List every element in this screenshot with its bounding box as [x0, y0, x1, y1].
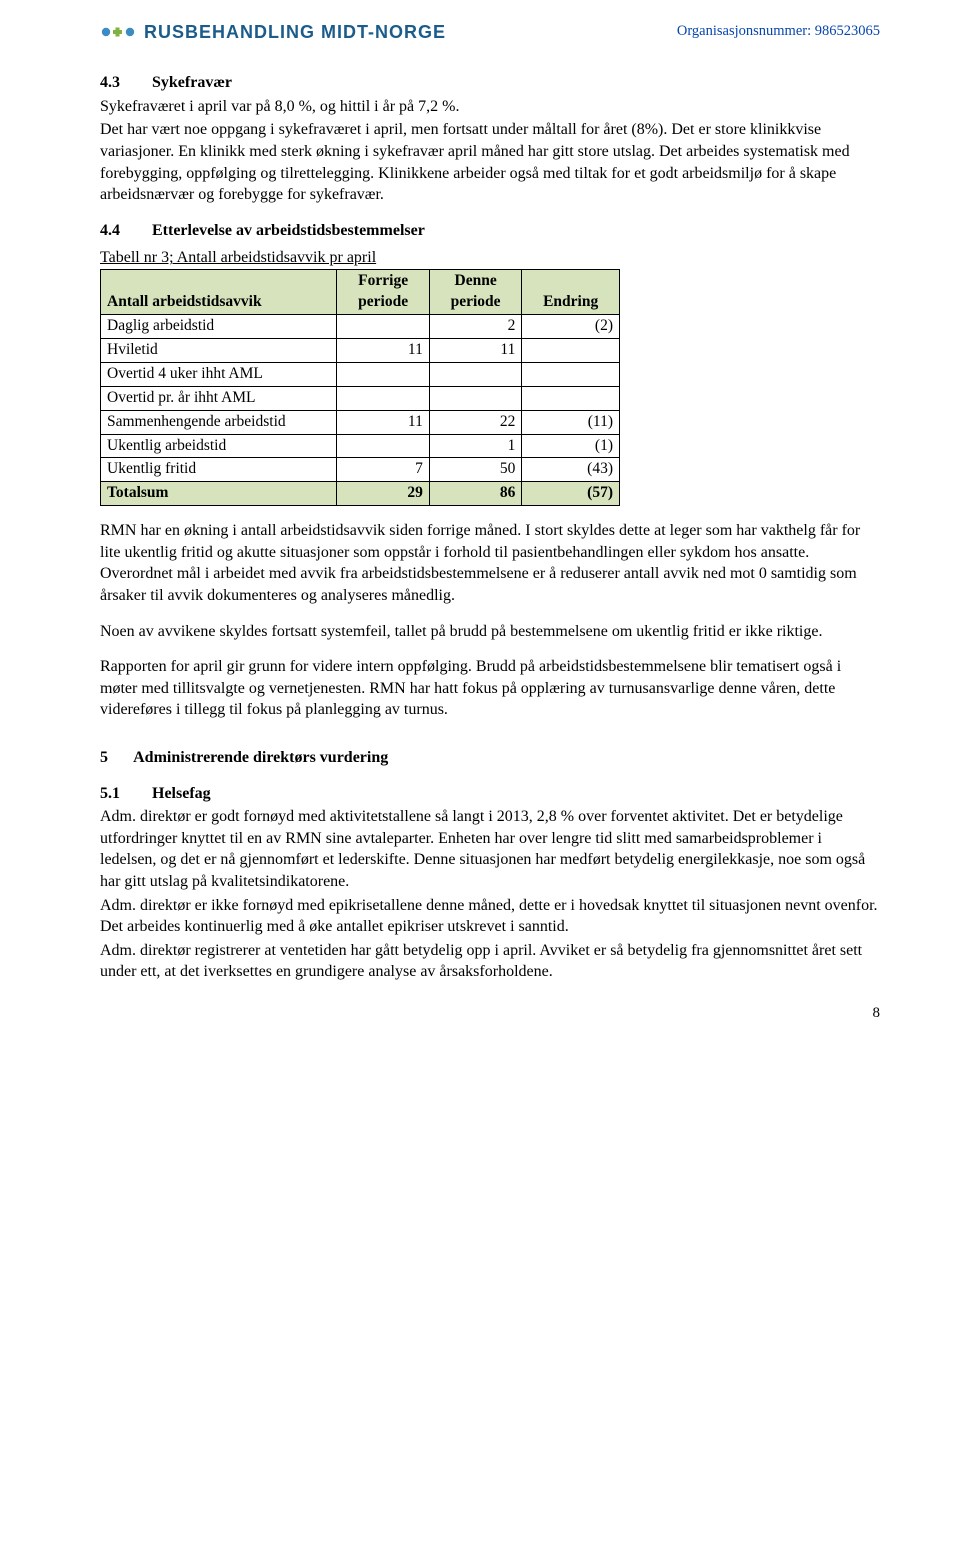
cell — [429, 362, 521, 386]
cell: Hviletid — [101, 338, 337, 362]
cell: (2) — [522, 314, 620, 338]
section-title: Administrerende direktørs vurdering — [133, 749, 388, 766]
cell — [429, 386, 521, 410]
table-row: Ukentlig fritid 7 50 (43) — [101, 458, 620, 482]
page-header: RUSBEHANDLING MIDT-NORGE Organisasjonsnu… — [100, 20, 880, 44]
cell — [337, 314, 429, 338]
section-number: 4.4 — [100, 220, 148, 242]
table-row: Daglig arbeidstid 2 (2) — [101, 314, 620, 338]
section-5-1: 5.1 Helsefag Adm. direktør er godt fornø… — [100, 783, 880, 983]
cell — [337, 362, 429, 386]
cell: 86 — [429, 482, 521, 506]
paragraph: Noen av avvikene skyldes fortsatt system… — [100, 621, 880, 643]
cell: 7 — [337, 458, 429, 482]
col-header: Antall arbeidstidsavvik — [101, 270, 337, 315]
cell: 1 — [429, 434, 521, 458]
section-4-4: 4.4 Etterlevelse av arbeidstidsbestemmel… — [100, 220, 880, 721]
section-number: 4.3 — [100, 72, 148, 94]
cell: (11) — [522, 410, 620, 434]
section-heading-5-1: 5.1 Helsefag — [100, 783, 880, 805]
cell: (1) — [522, 434, 620, 458]
cell: 22 — [429, 410, 521, 434]
cell: 11 — [337, 338, 429, 362]
col-header: Denne periode — [429, 270, 521, 315]
table-total-row: Totalsum 29 86 (57) — [101, 482, 620, 506]
cell — [522, 386, 620, 410]
section-heading-4-4: 4.4 Etterlevelse av arbeidstidsbestemmel… — [100, 220, 880, 242]
table-body: Daglig arbeidstid 2 (2) Hviletid 11 11 O… — [101, 314, 620, 505]
section-heading-5: 5 Administrerende direktørs vurdering — [100, 747, 880, 769]
cell — [337, 386, 429, 410]
logo-text: RUSBEHANDLING MIDT-NORGE — [144, 20, 446, 44]
table-row: Sammenhengende arbeidstid 11 22 (11) — [101, 410, 620, 434]
table-row: Ukentlig arbeidstid 1 (1) — [101, 434, 620, 458]
paragraph: Det har vært noe oppgang i sykefraværet … — [100, 119, 880, 205]
cell: Ukentlig arbeidstid — [101, 434, 337, 458]
section-heading-4-3: 4.3 Sykefravær — [100, 72, 880, 94]
paragraph: Adm. direktør registrerer at ventetiden … — [100, 940, 880, 983]
table-row: Hviletid 11 11 — [101, 338, 620, 362]
paragraph: Rapporten for april gir grunn for videre… — [100, 656, 880, 721]
arbeidstidsavvik-table: Antall arbeidstidsavvik Forrige periode … — [100, 269, 620, 506]
cell: Overtid 4 uker ihht AML — [101, 362, 337, 386]
cell — [522, 338, 620, 362]
cell — [337, 434, 429, 458]
table-row: Overtid 4 uker ihht AML — [101, 362, 620, 386]
table-row: Overtid pr. år ihht AML — [101, 386, 620, 410]
cell: Sammenhengende arbeidstid — [101, 410, 337, 434]
cell: 11 — [337, 410, 429, 434]
cell: 29 — [337, 482, 429, 506]
table-caption: Tabell nr 3; Antall arbeidstidsavvik pr … — [100, 247, 880, 269]
logo: RUSBEHANDLING MIDT-NORGE — [100, 20, 446, 44]
cell: Daglig arbeidstid — [101, 314, 337, 338]
section-number: 5 — [100, 747, 130, 769]
section-5: 5 Administrerende direktørs vurdering — [100, 747, 880, 769]
paragraph: Sykefraværet i april var på 8,0 %, og hi… — [100, 96, 880, 118]
section-title: Helsefag — [152, 785, 211, 802]
org-number: Organisasjonsnummer: 986523065 — [677, 22, 880, 42]
cell: Ukentlig fritid — [101, 458, 337, 482]
table-header-row: Antall arbeidstidsavvik Forrige periode … — [101, 270, 620, 315]
section-title: Sykefravær — [152, 74, 232, 91]
cell: 11 — [429, 338, 521, 362]
cell: 50 — [429, 458, 521, 482]
page-number: 8 — [100, 1003, 880, 1023]
cell: Overtid pr. år ihht AML — [101, 386, 337, 410]
col-header: Forrige periode — [337, 270, 429, 315]
cell: (57) — [522, 482, 620, 506]
paragraph: Adm. direktør er godt fornøyd med aktivi… — [100, 806, 880, 892]
paragraph: RMN har en økning i antall arbeidstidsav… — [100, 520, 880, 606]
cell: Totalsum — [101, 482, 337, 506]
paragraph: Adm. direktør er ikke fornøyd med epikri… — [100, 895, 880, 938]
section-number: 5.1 — [100, 783, 148, 805]
section-4-3: 4.3 Sykefravær Sykefraværet i april var … — [100, 72, 880, 206]
col-header: Endring — [522, 270, 620, 315]
cell: (43) — [522, 458, 620, 482]
cell: 2 — [429, 314, 521, 338]
logo-icon — [100, 21, 138, 43]
section-title: Etterlevelse av arbeidstidsbestemmelser — [152, 222, 425, 239]
cell — [522, 362, 620, 386]
